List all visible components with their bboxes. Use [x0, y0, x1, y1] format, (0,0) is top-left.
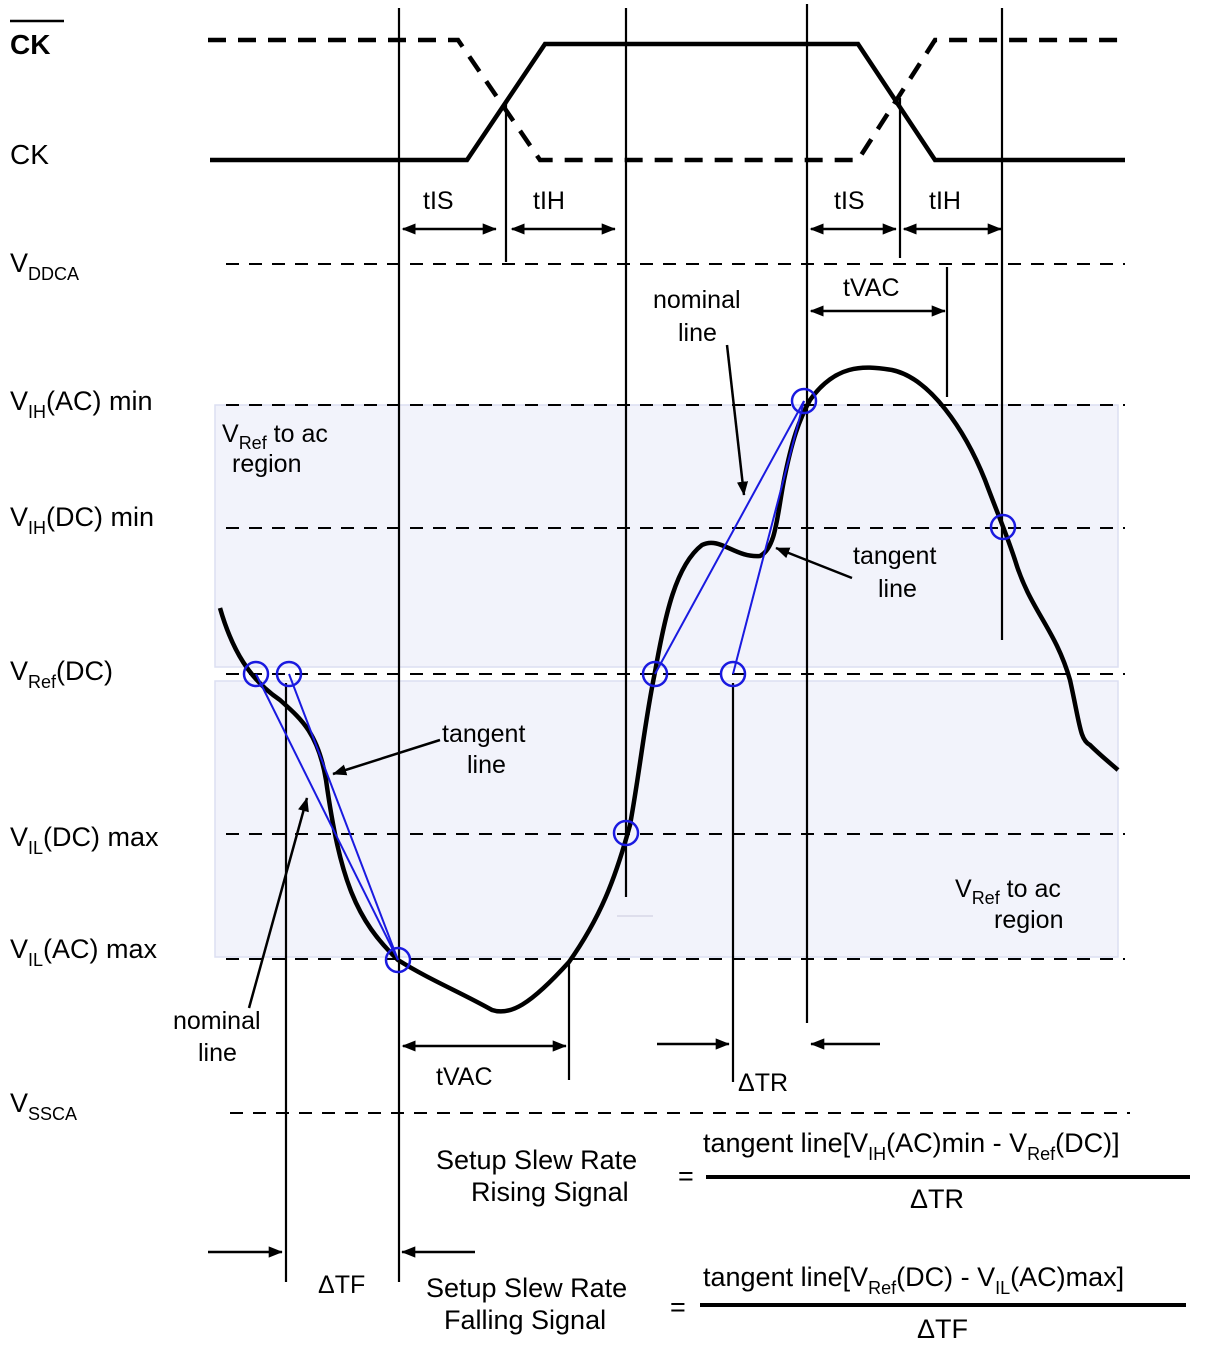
delta-tf-label: ΔTF: [318, 1271, 365, 1299]
marker-vih-dc: [989, 513, 1017, 541]
marker-vih-ac: [790, 387, 818, 415]
vssca-label: VSSCA: [10, 1088, 77, 1124]
marker-vref-rising-2: [719, 660, 747, 688]
falling-formula-denominator: ΔTF: [917, 1314, 968, 1344]
upper-ac-region: [214, 404, 1119, 668]
tis-2-label: tIS: [834, 187, 865, 215]
signal-waveform: [217, 365, 1120, 1014]
falling-formula-equals: =: [670, 1292, 686, 1322]
nominal-top-label: nominal: [653, 286, 741, 314]
vil-ac-label: VIL(AC) max: [10, 934, 158, 970]
crossing-markers: [242, 387, 1017, 974]
upper-region-label-line2: region: [232, 450, 302, 478]
timing-arrows: [208, 223, 1002, 1258]
vil-dc-label: VIL(DC) max: [10, 822, 159, 858]
tangent-lines: [255, 400, 805, 961]
rising-formula-name: Setup Slew Rate: [436, 1145, 637, 1175]
vddca-label: VDDCA: [10, 248, 79, 284]
rising-nominal-line: [654, 400, 805, 675]
tangent-right-label: tangent: [853, 542, 936, 570]
rising-slew-rate-formula: Setup Slew Rate Rising Signal = tangent …: [436, 1128, 1190, 1214]
delta-tr-label: ΔTR: [738, 1069, 788, 1097]
vih-ac-label: VIH(AC) min: [10, 386, 153, 422]
ck-label: CK: [10, 139, 49, 170]
ck-bar-label: CK: [10, 29, 50, 60]
rising-formula-name-2: Rising Signal: [471, 1177, 629, 1207]
marker-vref-rising-1: [641, 660, 669, 688]
tangent-right-label-2: line: [878, 575, 917, 603]
falling-nominal-line: [255, 673, 399, 961]
marker-vil-ac: [384, 946, 412, 974]
tvac-bottom-label: tVAC: [436, 1063, 493, 1091]
falling-formula-numerator: tangent line[VRef(DC) - VIL(AC)max]: [703, 1262, 1124, 1298]
lower-ac-region: [214, 680, 1119, 958]
tangent-right-pointer: [775, 546, 853, 580]
upper-region-label: VRef to ac: [222, 420, 328, 453]
falling-tangent-line: [288, 673, 399, 961]
vih-dc-label: VIH(DC) min: [10, 502, 154, 538]
falling-formula-name: Setup Slew Rate: [426, 1273, 627, 1303]
marker-vref-falling-1: [242, 660, 270, 688]
tis-1-label: tIS: [423, 187, 454, 215]
rising-tangent-line: [732, 400, 805, 675]
marker-vil-dc: [612, 819, 640, 847]
timing-verticals: [284, 4, 1004, 1282]
tangent-left-label-2: line: [467, 751, 506, 779]
ck-bar-waveform: [208, 37, 1125, 163]
lower-region-label-line2: region: [994, 906, 1064, 934]
vref-dc-label: VRef(DC): [10, 656, 113, 692]
voltage-level-lines: [226, 263, 1130, 1114]
nominal-bottom-label: nominal: [173, 1007, 261, 1035]
nominal-bottom-label-2: line: [198, 1039, 237, 1067]
falling-formula-name-2: Falling Signal: [444, 1305, 606, 1335]
marker-vref-falling-2: [275, 660, 303, 688]
tih-2-label: tIH: [929, 187, 961, 215]
nominal-top-label-2: line: [678, 319, 717, 347]
tangent-left-label: tangent: [442, 720, 525, 748]
tih-1-label: tIH: [533, 187, 565, 215]
ck-waveform: [210, 41, 1125, 163]
rising-formula-equals: =: [678, 1161, 694, 1191]
tvac-top-label: tVAC: [843, 274, 900, 302]
rising-formula-denominator: ΔTR: [910, 1184, 964, 1214]
nominal-top-pointer: [725, 344, 749, 496]
rising-formula-numerator: tangent line[VIH(AC)min - VRef(DC)]: [703, 1128, 1120, 1164]
lower-region-label: VRef to ac: [955, 875, 1061, 908]
nominal-bottom-pointer: [247, 797, 309, 1009]
falling-slew-rate-formula: Setup Slew Rate Falling Signal = tangent…: [426, 1262, 1186, 1344]
tangent-left-pointer: [332, 738, 441, 776]
